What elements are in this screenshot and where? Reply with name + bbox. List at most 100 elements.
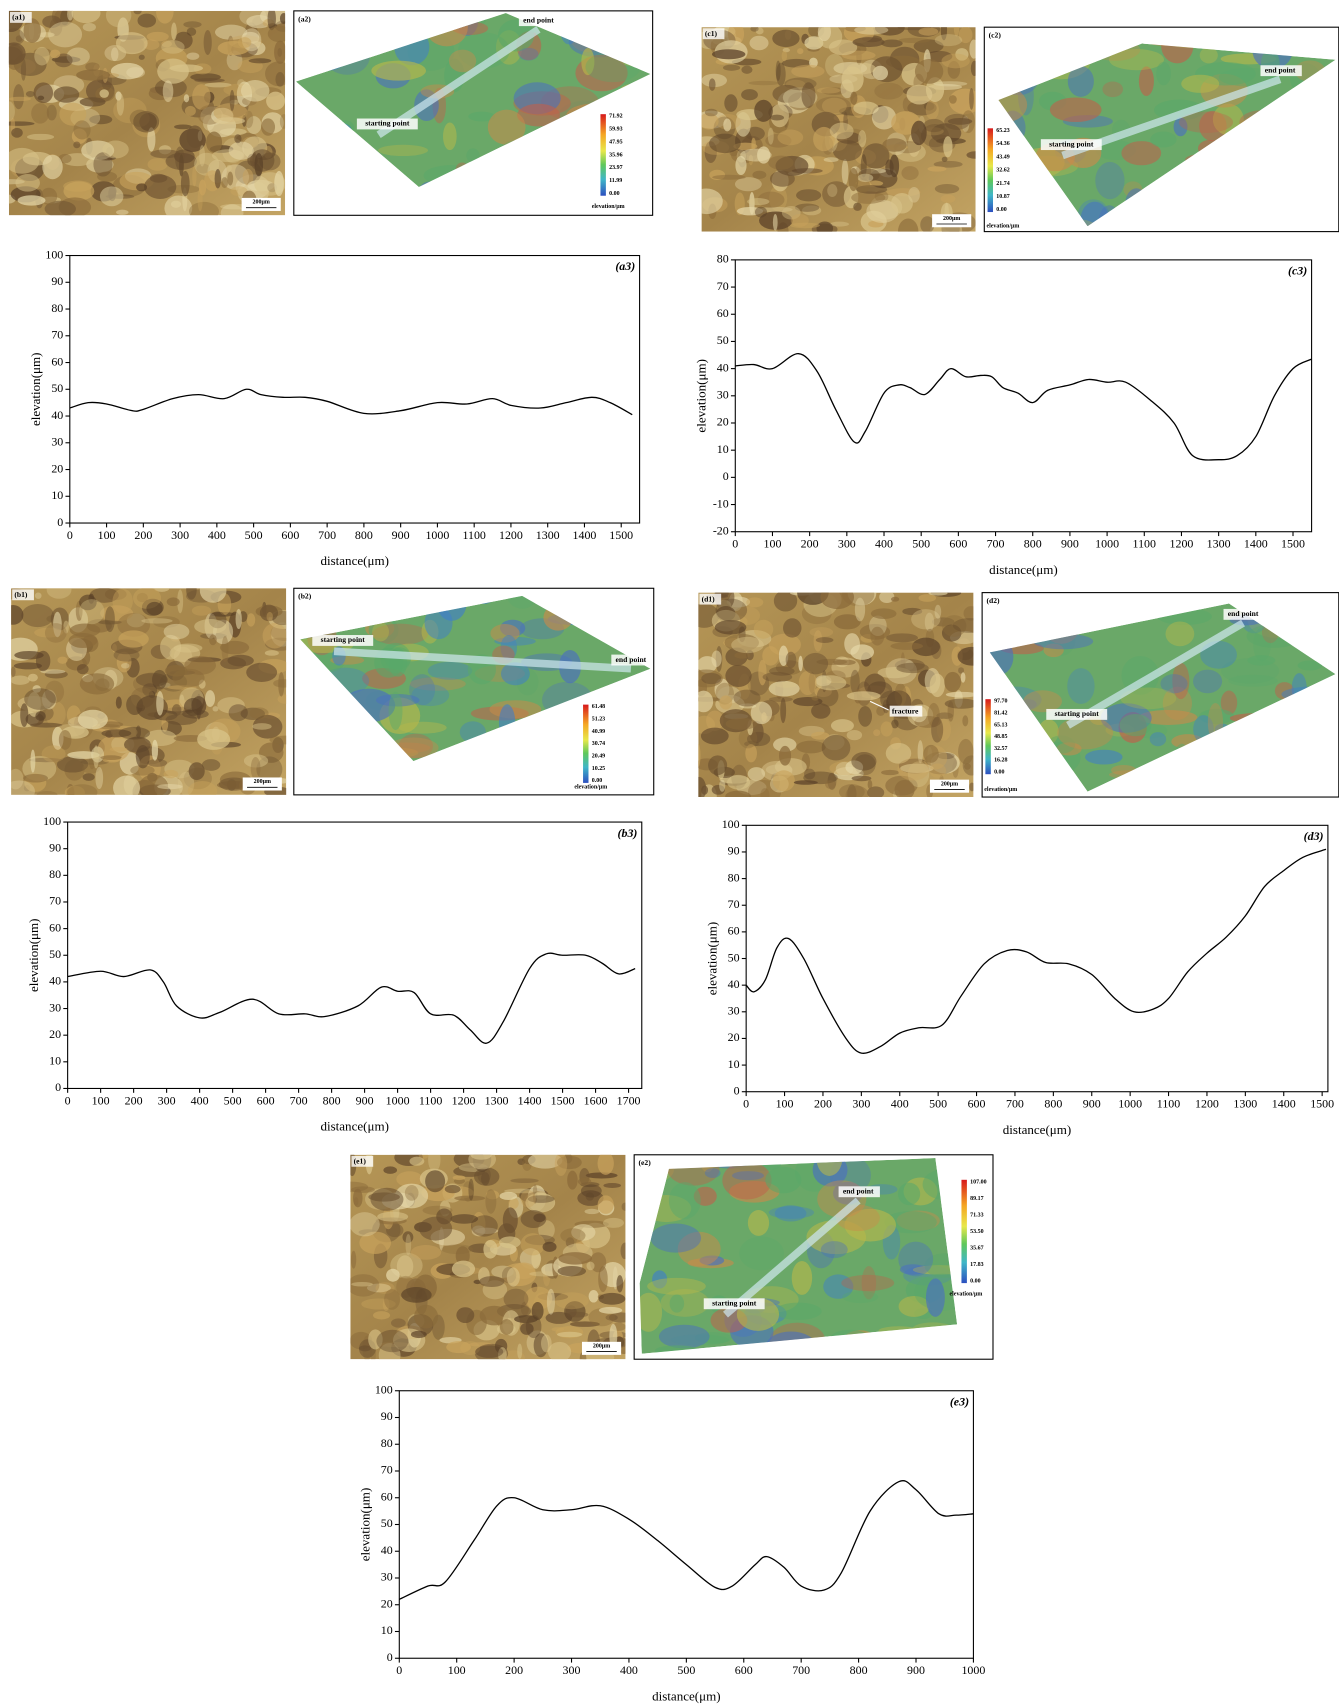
texture (34, 46, 50, 66)
texture (163, 623, 190, 640)
colorbar-label: 23.97 (609, 165, 622, 171)
texture (781, 206, 801, 220)
texture (199, 145, 206, 167)
texture (450, 1214, 479, 1224)
y-tick-label: 40 (49, 974, 61, 988)
texture (26, 133, 55, 141)
texture (46, 104, 57, 121)
texture (757, 191, 785, 208)
texture (774, 1205, 807, 1222)
texture (584, 1208, 600, 1215)
label-bg (351, 1155, 374, 1167)
texture (901, 166, 919, 180)
x-tick-label: 1100 (1133, 537, 1156, 551)
texture (8, 96, 31, 102)
texture (76, 69, 111, 81)
texture (867, 786, 885, 798)
texture (525, 1192, 556, 1213)
colorbar-label: 0.00 (970, 1278, 980, 1284)
texture (1274, 682, 1295, 700)
texture (650, 1223, 702, 1253)
texture (781, 50, 788, 62)
texture (1149, 732, 1167, 747)
texture (937, 752, 955, 760)
texture (851, 751, 877, 771)
texture (1200, 640, 1237, 669)
texture (731, 636, 764, 654)
texture (1043, 643, 1064, 658)
x-tick-label: 1000 (386, 1093, 410, 1107)
texture (706, 710, 724, 731)
y-tick-label: 100 (45, 247, 63, 261)
texture (758, 659, 767, 686)
texture (504, 1188, 538, 1194)
texture (669, 1294, 685, 1313)
texture (351, 1282, 373, 1287)
start-label: starting point (365, 119, 410, 128)
y-tick-label: 30 (49, 1000, 61, 1014)
texture (95, 766, 104, 790)
texture (866, 199, 899, 223)
colorbar-label: 0.00 (996, 207, 1006, 213)
y-tick-label: 100 (43, 814, 61, 828)
texture (139, 774, 169, 795)
texture (621, 1202, 626, 1211)
start-label: starting point (1055, 709, 1100, 718)
texture (782, 47, 790, 53)
texture (192, 166, 197, 187)
texture (79, 673, 115, 695)
texture (503, 1288, 529, 1310)
x-tick-label: 400 (620, 1663, 638, 1677)
end-label: end point (843, 1187, 874, 1196)
texture (547, 1341, 572, 1360)
x-tick-label: 500 (677, 1663, 695, 1677)
x-tick-label: 600 (281, 528, 299, 542)
colorbar-label: 17.83 (970, 1262, 983, 1268)
texture (368, 1329, 383, 1350)
texture (373, 1311, 391, 1320)
colorbar-label: 47.95 (609, 139, 622, 145)
texture (8, 101, 15, 122)
texture (368, 1192, 400, 1202)
texture (897, 218, 919, 232)
texture (85, 62, 100, 72)
texture (1102, 81, 1124, 98)
texture (146, 601, 163, 616)
texture (603, 1182, 622, 1188)
start-label: starting point (712, 1299, 757, 1308)
texture (557, 1265, 587, 1277)
texture (37, 95, 45, 101)
texture (443, 122, 457, 151)
texture (822, 181, 851, 207)
texture (206, 131, 223, 154)
x-tick-label: 600 (257, 1093, 275, 1107)
texture (960, 672, 966, 683)
texture (734, 652, 750, 659)
texture (162, 80, 174, 103)
texture (838, 784, 865, 798)
texture (44, 623, 67, 643)
colorbar-label: 54.36 (996, 141, 1009, 147)
y-tick-label: 10 (49, 1054, 61, 1068)
texture (105, 606, 115, 633)
texture (882, 138, 907, 152)
texture (724, 633, 759, 652)
texture (177, 589, 184, 614)
texture (925, 50, 953, 63)
y-tick-label: 0 (55, 1080, 61, 1094)
texture (925, 99, 939, 120)
x-tick-label: 400 (891, 1097, 909, 1111)
texture (375, 1282, 395, 1294)
y-axis-label: elevation(μm) (705, 922, 720, 996)
texture (794, 203, 820, 212)
y-tick-label: 70 (728, 897, 740, 911)
texture (246, 41, 266, 56)
x-tick-label: 0 (67, 528, 73, 542)
texture (67, 784, 98, 795)
texture (851, 191, 886, 204)
texture (569, 1321, 600, 1327)
pointer (869, 700, 889, 711)
panel-label: (b3) (618, 826, 638, 840)
texture (929, 763, 947, 778)
texture (371, 623, 429, 645)
